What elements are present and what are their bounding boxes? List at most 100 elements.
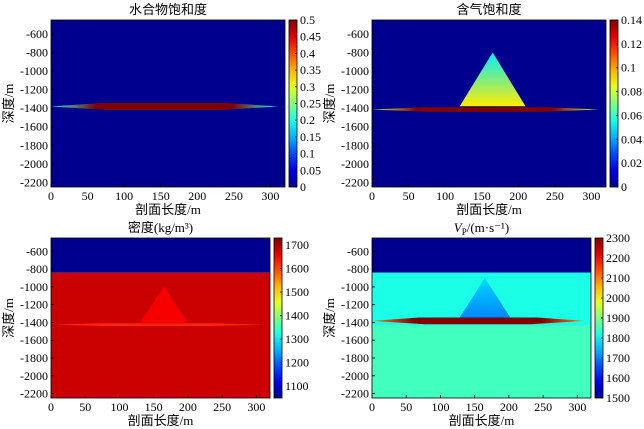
colorbar-tick-label: 1700 xyxy=(606,351,630,365)
x-tick-label: 300 xyxy=(247,400,265,414)
x-tick-label: 50 xyxy=(403,189,415,203)
x-tick-label: 100 xyxy=(110,400,128,414)
y-tick-label: -1600 xyxy=(341,120,369,134)
y-tick-label: -2000 xyxy=(20,369,48,383)
plot-area xyxy=(372,20,606,187)
x-axis-label: 剖面长度/m xyxy=(128,413,194,428)
x-tick-label: 0 xyxy=(369,400,375,414)
colorbar-tick-label: 1200 xyxy=(285,356,309,370)
feature-gas-chimney xyxy=(459,52,526,107)
title-main: V xyxy=(454,220,464,235)
colorbar-tick-label: 0.04 xyxy=(621,132,642,146)
colorbar-tick-label: 1600 xyxy=(285,262,309,276)
x-tick-label: 200 xyxy=(500,400,518,414)
x-tick-label: 150 xyxy=(152,189,170,203)
plot-area xyxy=(51,238,270,398)
y-tick-label: -1000 xyxy=(341,280,369,294)
x-tick-label: 200 xyxy=(179,400,197,414)
x-tick-label: 200 xyxy=(188,189,206,203)
x-tick-label: 300 xyxy=(582,189,600,203)
y-tick-label: -600 xyxy=(347,244,369,258)
colorbar-tick-label: 0.3 xyxy=(300,80,315,94)
y-tick-label: -1000 xyxy=(20,280,48,294)
deep-sediment xyxy=(372,325,591,398)
axes-frame xyxy=(371,237,592,399)
feature-free-gas-layer xyxy=(372,107,599,112)
chart-panel-3: 0 50 100 150 200 250 300 -600 -800 -1000 -1200 -140… xyxy=(1,220,309,428)
x-axis-label: 剖面长度/m xyxy=(135,202,201,217)
chart-title: 密度(kg/m³) xyxy=(128,220,193,235)
y-tick-label: -2200 xyxy=(20,387,48,401)
y-axis-label: 深度/m xyxy=(322,84,337,124)
sediment xyxy=(51,272,270,398)
y-tick-label: -1200 xyxy=(341,298,369,312)
y-tick-label: -1600 xyxy=(20,120,48,134)
x-axis-label: 剖面长度/m xyxy=(456,202,522,217)
y-axis-label: 深度/m xyxy=(1,298,16,338)
colorbar-tick-label: 0 xyxy=(300,180,306,194)
chart-title: VP/(m·s⁻¹) xyxy=(454,220,510,237)
colorbar-tick-label: 0.25 xyxy=(300,97,321,111)
colorbar-tick-label: 0.15 xyxy=(300,130,321,144)
colorbar-tick-label: 0.2 xyxy=(300,113,315,127)
x-tick-label: 250 xyxy=(546,189,564,203)
y-tick-label: -1800 xyxy=(20,351,48,365)
y-tick-label: -800 xyxy=(26,45,48,59)
y-tick-label: -600 xyxy=(26,27,48,41)
y-tick-label: -2000 xyxy=(341,157,369,171)
chart-title: 水合物饱和度 xyxy=(129,2,207,17)
y-tick-label: -800 xyxy=(347,262,369,276)
colorbar-tick-label: 0.08 xyxy=(621,85,642,99)
x-tick-label: 50 xyxy=(79,400,91,414)
title-subscript: P xyxy=(462,227,467,237)
colorbar-tick-label: 2300 xyxy=(606,231,630,245)
y-tick-label: -1800 xyxy=(20,138,48,152)
colorbar-tick-label: 1600 xyxy=(606,371,630,385)
y-tick-label: -2000 xyxy=(341,369,369,383)
y-axis-label: 深度/m xyxy=(322,298,337,338)
colorbar-tick-label: 1400 xyxy=(285,309,309,323)
y-tick-label: -1800 xyxy=(341,138,369,152)
water-column xyxy=(51,238,270,273)
feature-gas-layer xyxy=(51,323,264,326)
x-tick-label: 50 xyxy=(82,189,94,203)
water-column xyxy=(372,238,591,273)
colorbar-tick-label: 0.1 xyxy=(300,147,315,161)
x-tick-label: 250 xyxy=(213,400,231,414)
y-tick-label: -600 xyxy=(26,244,48,258)
feature-gas-chimney xyxy=(139,286,188,323)
y-tick-label: -1200 xyxy=(20,83,48,97)
colorbar-tick-label: 0.45 xyxy=(300,30,321,44)
x-tick-label: 0 xyxy=(369,189,375,203)
colorbar-tick-label: 1800 xyxy=(606,331,630,345)
x-tick-label: 150 xyxy=(145,400,163,414)
axes-frame xyxy=(50,19,286,188)
y-tick-label: -1000 xyxy=(341,64,369,78)
y-tick-label: -1000 xyxy=(20,64,48,78)
y-tick-label: -2200 xyxy=(341,387,369,401)
title-suffix: /(m·s⁻¹) xyxy=(467,220,510,235)
x-tick-label: 150 xyxy=(466,400,484,414)
plot-area xyxy=(51,20,285,187)
plot-area xyxy=(372,238,591,398)
y-tick-label: -1400 xyxy=(341,315,369,329)
colorbar-tick-label: 0.05 xyxy=(300,163,321,177)
x-tick-label: 100 xyxy=(115,189,133,203)
y-tick-label: -2200 xyxy=(20,175,48,189)
x-tick-label: 200 xyxy=(509,189,527,203)
colorbar-tick-label: 2200 xyxy=(606,251,630,265)
colorbar-tick-label: 1300 xyxy=(285,332,309,346)
y-tick-label: -1400 xyxy=(20,315,48,329)
colorbar-tick-label: 2000 xyxy=(606,291,630,305)
x-tick-label: 100 xyxy=(431,400,449,414)
colorbar-tick-label: 1500 xyxy=(606,391,630,405)
y-tick-label: -2200 xyxy=(341,175,369,189)
chart-title: 含气饱和度 xyxy=(456,2,521,17)
y-tick-label: -1400 xyxy=(341,101,369,115)
colorbar-tick-label: 2100 xyxy=(606,271,630,285)
y-tick-label: -1800 xyxy=(341,351,369,365)
colorbar xyxy=(273,237,283,399)
x-tick-label: 250 xyxy=(225,189,243,203)
feature-hydrate-layer xyxy=(372,317,585,325)
